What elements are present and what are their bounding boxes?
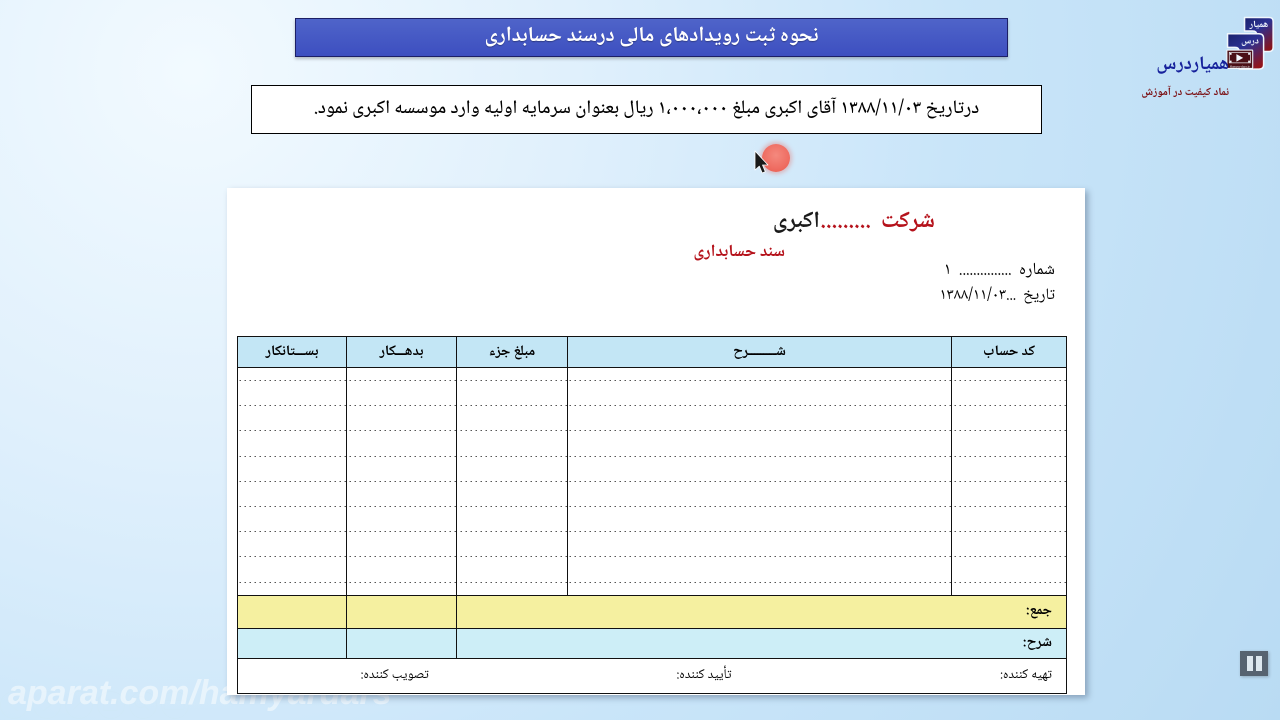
svg-text:درس: درس	[1241, 34, 1259, 50]
svg-text:Hamyar-dars.ir: Hamyar-dars.ir	[1230, 64, 1251, 69]
svg-text:همیار: همیار	[1249, 18, 1269, 34]
